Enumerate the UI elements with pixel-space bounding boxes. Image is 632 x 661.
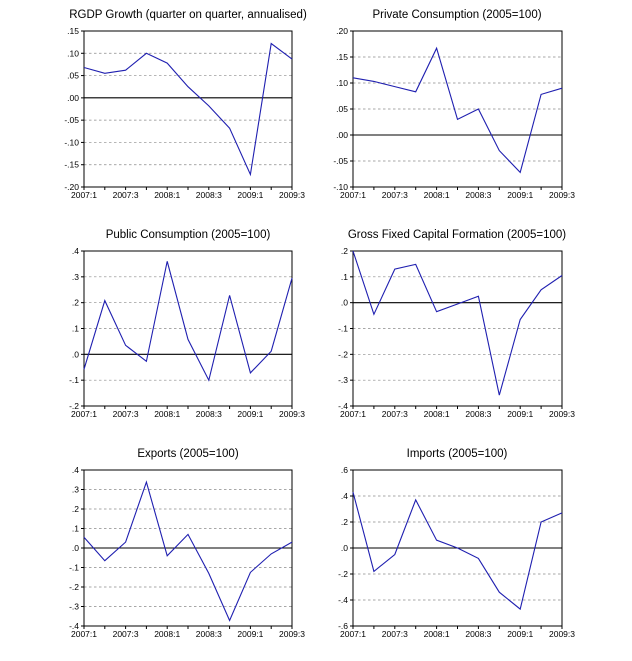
y-tick-label: .4 <box>72 246 79 256</box>
y-tick-label: .15 <box>67 26 79 36</box>
x-tick-label: 2008:3 <box>196 409 222 419</box>
y-tick-label: -.3 <box>69 602 79 612</box>
chart-title: Public Consumption (2005=100) <box>106 229 271 241</box>
y-tick-label: .4 <box>341 491 348 501</box>
y-tick-label: .3 <box>72 272 79 282</box>
x-tick-label: 2009:3 <box>279 629 305 639</box>
x-tick-label: 2008:3 <box>196 190 222 200</box>
x-tick-label: 2007:3 <box>382 629 408 639</box>
x-tick-label: 2009:3 <box>279 190 305 200</box>
x-tick-label: 2007:1 <box>71 629 97 639</box>
x-tick-label: 2007:1 <box>340 629 366 639</box>
y-tick-label: .10 <box>67 48 79 58</box>
x-tick-label: 2009:3 <box>549 629 575 639</box>
x-tick-label: 2008:3 <box>465 190 491 200</box>
x-tick-label: 2008:1 <box>154 409 180 419</box>
x-tick-label: 2007:3 <box>113 190 139 200</box>
y-tick-label: .6 <box>341 465 348 475</box>
x-tick-label: 2007:1 <box>71 190 97 200</box>
y-tick-label: -.10 <box>64 137 79 147</box>
x-tick-label: 2009:3 <box>549 409 575 419</box>
x-tick-label: 2008:3 <box>465 629 491 639</box>
x-tick-label: 2008:1 <box>424 409 450 419</box>
y-tick-label: -.15 <box>64 160 79 170</box>
chart-title: Exports (2005=100) <box>137 448 238 460</box>
chart-title: Gross Fixed Capital Formation (2005=100) <box>348 229 566 241</box>
y-tick-label: .1 <box>72 524 79 534</box>
y-tick-label: -.2 <box>338 349 348 359</box>
y-tick-label: .0 <box>72 543 79 553</box>
y-tick-label: -.05 <box>333 156 348 166</box>
y-tick-label: .3 <box>72 485 79 495</box>
x-tick-label: 2009:3 <box>279 409 305 419</box>
x-tick-label: 2007:3 <box>113 629 139 639</box>
y-tick-label: .00 <box>67 93 79 103</box>
x-tick-label: 2008:3 <box>196 629 222 639</box>
x-tick-label: 2008:1 <box>154 629 180 639</box>
y-tick-label: .0 <box>72 349 79 359</box>
x-tick-label: 2007:3 <box>382 409 408 419</box>
x-tick-label: 2008:3 <box>465 409 491 419</box>
y-tick-label: .0 <box>341 298 348 308</box>
y-tick-label: -.1 <box>69 375 79 385</box>
x-tick-label: 2009:1 <box>237 629 263 639</box>
y-tick-label: -.4 <box>338 595 348 605</box>
x-tick-label: 2009:1 <box>507 409 533 419</box>
x-tick-label: 2007:1 <box>340 409 366 419</box>
y-tick-label: -.2 <box>69 582 79 592</box>
y-tick-label: .2 <box>72 298 79 308</box>
y-tick-label: .2 <box>341 517 348 527</box>
y-tick-label: .1 <box>72 324 79 334</box>
y-tick-label: .15 <box>336 52 348 62</box>
chart-title: Imports (2005=100) <box>407 448 508 460</box>
y-tick-label: .10 <box>336 78 348 88</box>
y-tick-label: .05 <box>67 71 79 81</box>
x-tick-label: 2008:1 <box>154 190 180 200</box>
y-tick-label: .2 <box>341 246 348 256</box>
y-tick-label: .4 <box>72 465 79 475</box>
y-tick-label: .05 <box>336 104 348 114</box>
x-tick-label: 2007:1 <box>71 409 97 419</box>
x-tick-label: 2008:1 <box>424 629 450 639</box>
chart-title: RGDP Growth (quarter on quarter, annuali… <box>69 9 307 21</box>
x-tick-label: 2009:3 <box>549 190 575 200</box>
x-tick-label: 2008:1 <box>424 190 450 200</box>
y-tick-label: -.3 <box>338 375 348 385</box>
x-tick-label: 2009:1 <box>507 190 533 200</box>
x-tick-label: 2007:3 <box>113 409 139 419</box>
chart-title: Private Consumption (2005=100) <box>372 9 541 21</box>
y-tick-label: .20 <box>336 26 348 36</box>
y-tick-label: -.1 <box>69 563 79 573</box>
y-tick-label: .00 <box>336 130 348 140</box>
y-tick-label: -.1 <box>338 324 348 334</box>
x-tick-label: 2007:3 <box>382 190 408 200</box>
y-tick-label: -.05 <box>64 115 79 125</box>
x-tick-label: 2007:1 <box>340 190 366 200</box>
x-tick-label: 2009:1 <box>507 629 533 639</box>
x-tick-label: 2009:1 <box>237 409 263 419</box>
y-tick-label: .2 <box>72 504 79 514</box>
y-tick-label: .1 <box>341 272 348 282</box>
y-tick-label: .0 <box>341 543 348 553</box>
y-tick-label: -.2 <box>338 569 348 579</box>
x-tick-label: 2009:1 <box>237 190 263 200</box>
